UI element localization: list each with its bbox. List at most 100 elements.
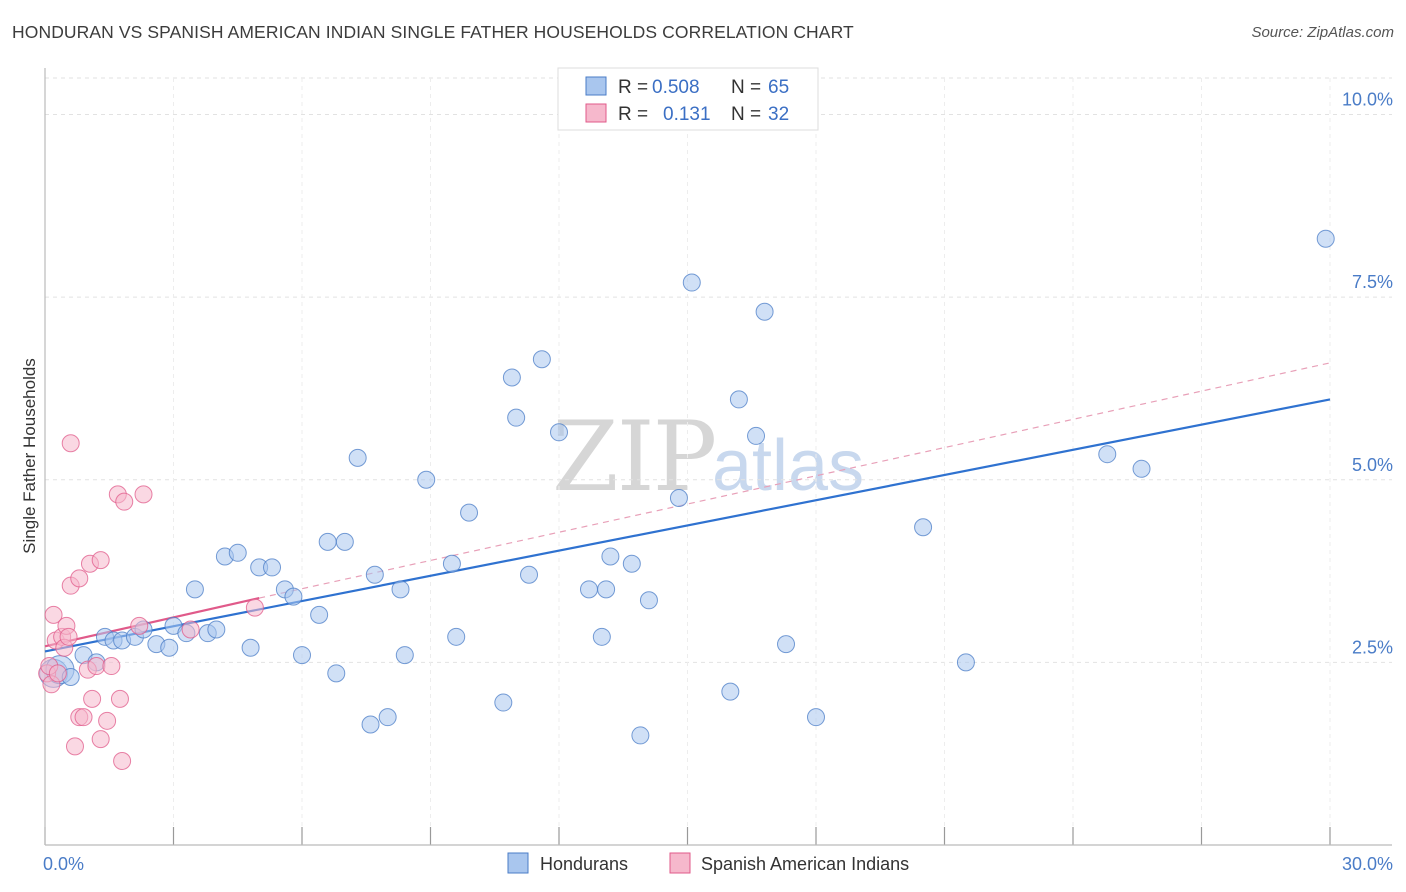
- point-hondurans-63: [1132, 459, 1151, 478]
- point-hondurans-31: [365, 565, 384, 584]
- point-hondurans-54: [721, 682, 740, 701]
- point-hondurans-11: [160, 638, 179, 657]
- point-hondurans-14: [185, 580, 204, 599]
- point-hondurans-30: [361, 715, 380, 734]
- tick-labels: 2.5% 5.0% 7.5% 10.0% 0.0% 30.0%: [43, 90, 1393, 874]
- axes: [44, 68, 1392, 846]
- legend-r-value-spanish: 0.131: [663, 104, 711, 125]
- point-hondurans-48: [601, 547, 620, 566]
- y-tick-label-2: 7.5%: [1352, 272, 1393, 292]
- point-hondurans-44: [550, 423, 568, 442]
- legend-r-label-hondurans: R =: [618, 77, 648, 98]
- point-hondurans-57: [755, 302, 774, 321]
- point-hondurans-55: [729, 390, 748, 409]
- point-spanish-23: [102, 657, 121, 676]
- point-hondurans-43: [532, 350, 551, 369]
- legend-n-label-spanish: N =: [731, 104, 761, 125]
- point-hondurans-23: [284, 587, 303, 606]
- point-hondurans-32: [378, 708, 397, 727]
- legend-n-value-spanish: 32: [768, 104, 789, 125]
- bottom-legend-spanish: Spanish American Indians: [701, 854, 909, 874]
- point-hondurans-50: [631, 726, 650, 745]
- series-legend: Hondurans Spanish American Indians: [507, 852, 909, 874]
- point-hondurans-59: [807, 708, 825, 727]
- legend-r-label-spanish: R =: [618, 104, 648, 125]
- point-hondurans-38: [460, 503, 479, 522]
- chart-title: HONDURAN VS SPANISH AMERICAN INDIAN SING…: [12, 22, 854, 42]
- legend-swatch-spanish: [585, 103, 607, 123]
- x-tick-label-max: 30.0%: [1342, 854, 1393, 874]
- point-hondurans-58: [777, 635, 796, 654]
- point-hondurans-45: [579, 580, 598, 599]
- point-spanish-20: [91, 551, 110, 570]
- legend-r-value-hondurans: 0.508: [652, 77, 700, 98]
- point-spanish-25: [110, 689, 129, 708]
- y-axis-title: Single Father Households: [20, 358, 39, 554]
- y-tick-label-0: 2.5%: [1352, 637, 1393, 657]
- data-points: [38, 229, 1335, 770]
- point-hondurans-46: [592, 627, 611, 646]
- point-hondurans-41: [507, 408, 526, 427]
- point-spanish-30: [181, 620, 200, 639]
- bottom-legend-hondurans: Hondurans: [540, 854, 628, 874]
- point-hondurans-40: [502, 368, 521, 387]
- trend-line-spanish-extended: [259, 362, 1331, 599]
- point-spanish-19: [87, 657, 106, 676]
- point-hondurans-29: [348, 448, 367, 467]
- point-hondurans-35: [417, 470, 436, 489]
- point-spanish-21: [91, 730, 110, 749]
- point-spanish-3: [44, 605, 63, 624]
- point-hondurans-21: [263, 558, 282, 577]
- point-hondurans-53: [682, 273, 701, 292]
- point-spanish-11: [61, 434, 80, 453]
- point-hondurans-60: [914, 518, 933, 537]
- point-hondurans-52: [669, 489, 688, 508]
- y-tick-label-3: 10.0%: [1342, 90, 1393, 110]
- point-hondurans-61: [956, 653, 975, 672]
- legend-n-value-hondurans: 65: [768, 77, 789, 98]
- y-tick-label-1: 5.0%: [1352, 455, 1393, 475]
- point-spanish-29: [134, 485, 153, 504]
- point-hondurans-39: [494, 693, 513, 712]
- point-spanish-31: [245, 598, 264, 617]
- point-hondurans-47: [597, 580, 616, 599]
- point-spanish-12: [65, 737, 84, 756]
- point-hondurans-18: [228, 543, 247, 562]
- source-label: Source: ZipAtlas.com: [1251, 24, 1394, 41]
- point-hondurans-34: [395, 646, 414, 665]
- point-hondurans-19: [241, 638, 260, 657]
- point-hondurans-36: [442, 554, 461, 573]
- point-hondurans-28: [335, 532, 354, 551]
- point-hondurans-56: [747, 426, 766, 445]
- bottom-legend-swatch-spanish: [669, 852, 691, 874]
- watermark-zip: ZIP: [552, 401, 715, 513]
- point-spanish-22: [98, 711, 117, 730]
- point-spanish-18: [83, 689, 102, 708]
- point-hondurans-26: [318, 532, 337, 551]
- point-spanish-13: [70, 569, 89, 588]
- point-spanish-15: [74, 708, 93, 727]
- point-hondurans-33: [391, 580, 410, 599]
- point-hondurans-25: [310, 605, 329, 624]
- point-hondurans-62: [1098, 445, 1117, 464]
- point-spanish-27: [115, 492, 134, 511]
- legend-swatch-hondurans: [585, 76, 607, 96]
- point-spanish-5: [48, 664, 67, 683]
- point-spanish-28: [130, 616, 149, 635]
- point-hondurans-16: [207, 620, 226, 639]
- point-spanish-26: [113, 751, 132, 770]
- stats-legend: R = 0.508 N = 65 R = 0.131 N = 32: [557, 67, 819, 131]
- point-hondurans-49: [622, 554, 641, 573]
- x-tick-label-min: 0.0%: [43, 854, 84, 874]
- trend-line-spanish: [44, 597, 260, 648]
- point-hondurans-27: [327, 664, 346, 683]
- point-hondurans-24: [293, 646, 311, 665]
- point-spanish-9: [59, 627, 78, 646]
- point-hondurans-51: [639, 591, 658, 610]
- point-hondurans-42: [520, 565, 539, 584]
- point-hondurans-64: [1316, 229, 1335, 248]
- bottom-legend-swatch-hondurans: [507, 852, 529, 874]
- legend-n-label-hondurans: N =: [731, 77, 761, 98]
- point-hondurans-37: [447, 627, 466, 646]
